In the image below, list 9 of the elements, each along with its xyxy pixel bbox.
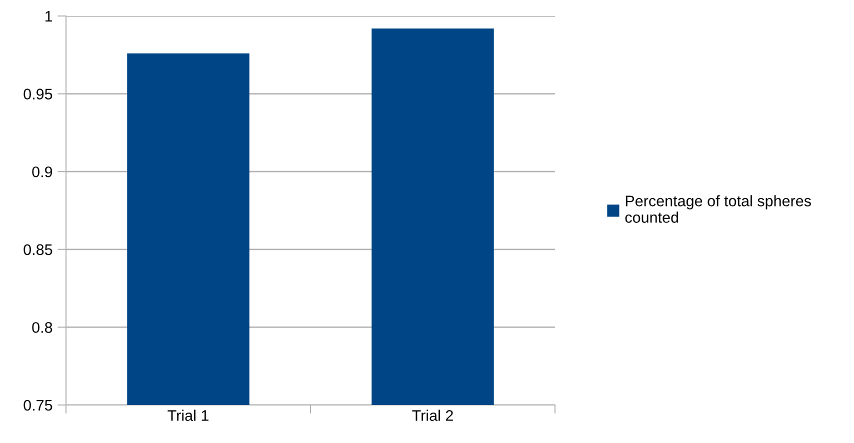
x-tick-label: Trial 1 xyxy=(168,410,208,421)
legend-label: Percentage of total spheres counted xyxy=(625,195,811,223)
x-tick-label: Trial 2 xyxy=(412,410,453,421)
y-tick-label: 0.75 xyxy=(24,400,52,411)
y-tick-label: 0.9 xyxy=(32,166,52,178)
y-tick-label: 0.95 xyxy=(24,88,52,100)
y-tick-label: 1 xyxy=(45,11,52,22)
y-tick-label: 0.8 xyxy=(32,322,52,333)
y-tick-label: 0.85 xyxy=(24,244,52,256)
